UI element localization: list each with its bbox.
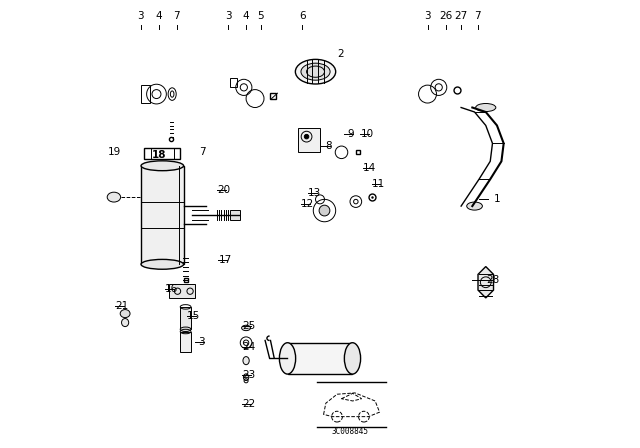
Ellipse shape xyxy=(243,374,249,381)
Text: 9: 9 xyxy=(347,129,354,139)
Bar xyxy=(141,85,150,103)
Ellipse shape xyxy=(122,319,129,327)
Text: 24: 24 xyxy=(243,342,256,352)
Text: 4: 4 xyxy=(243,11,250,21)
Text: 23: 23 xyxy=(243,370,256,380)
Ellipse shape xyxy=(476,103,496,112)
Ellipse shape xyxy=(141,259,184,269)
Ellipse shape xyxy=(141,161,184,171)
Ellipse shape xyxy=(243,357,249,365)
Text: 7: 7 xyxy=(173,11,180,21)
Text: 27: 27 xyxy=(454,11,468,21)
Ellipse shape xyxy=(280,343,296,374)
Text: 20: 20 xyxy=(217,185,230,195)
Bar xyxy=(287,343,353,374)
Text: 6: 6 xyxy=(299,11,305,21)
Text: 16: 16 xyxy=(164,284,178,294)
Ellipse shape xyxy=(344,343,360,374)
Text: 22: 22 xyxy=(243,399,256,409)
Text: 2: 2 xyxy=(337,49,344,59)
Text: 4: 4 xyxy=(156,11,162,21)
Text: 3: 3 xyxy=(424,11,431,21)
Ellipse shape xyxy=(295,60,336,84)
Text: 10: 10 xyxy=(360,129,374,139)
Text: 26: 26 xyxy=(440,11,453,21)
Ellipse shape xyxy=(108,192,121,202)
Polygon shape xyxy=(298,128,320,152)
Bar xyxy=(180,332,191,352)
Circle shape xyxy=(305,134,309,139)
Text: 17: 17 xyxy=(218,255,232,265)
Text: 13: 13 xyxy=(308,188,321,198)
Text: 25: 25 xyxy=(243,321,256,331)
Text: 14: 14 xyxy=(363,163,376,173)
Text: 11: 11 xyxy=(372,179,385,189)
Ellipse shape xyxy=(180,327,191,332)
Bar xyxy=(141,166,184,264)
Text: 3: 3 xyxy=(198,337,205,347)
Polygon shape xyxy=(478,267,493,298)
Bar xyxy=(168,284,195,298)
Text: 8: 8 xyxy=(324,141,332,151)
Text: 7: 7 xyxy=(474,11,481,21)
Text: 3: 3 xyxy=(225,11,232,21)
Text: 3: 3 xyxy=(138,11,144,21)
Bar xyxy=(230,210,240,220)
Text: 1: 1 xyxy=(493,194,500,204)
Text: 19: 19 xyxy=(108,147,122,157)
Text: 5: 5 xyxy=(257,11,264,21)
Text: 12: 12 xyxy=(301,199,314,209)
Text: 21: 21 xyxy=(115,301,129,310)
Text: 3C008845: 3C008845 xyxy=(332,427,369,436)
Circle shape xyxy=(319,205,330,216)
Text: 28: 28 xyxy=(486,275,499,285)
Bar xyxy=(180,307,191,329)
Ellipse shape xyxy=(242,325,251,331)
Text: 18: 18 xyxy=(152,150,166,159)
Text: 15: 15 xyxy=(187,311,200,321)
Text: 7: 7 xyxy=(199,147,206,157)
Ellipse shape xyxy=(467,202,483,210)
Ellipse shape xyxy=(301,63,330,80)
Ellipse shape xyxy=(120,310,130,318)
